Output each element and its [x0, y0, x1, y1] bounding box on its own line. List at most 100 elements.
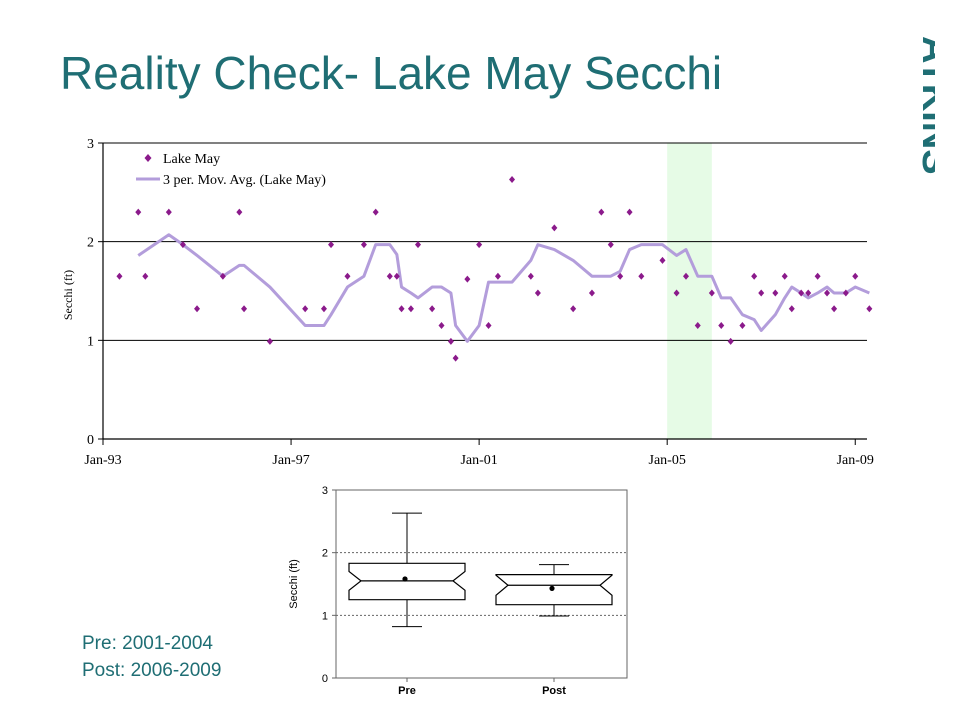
slide-title: Reality Check- Lake May Secchi: [60, 47, 723, 99]
data-point: [527, 272, 534, 280]
box-plot-category-labels: Pre Post: [398, 685, 566, 697]
data-point: [320, 305, 327, 313]
data-point: [739, 322, 746, 330]
data-point: [751, 272, 758, 280]
box-y-tick-label-2: 2: [322, 548, 328, 560]
data-point: [694, 322, 701, 330]
box-plot-frame: [335, 489, 628, 679]
data-point: [398, 305, 405, 313]
data-point: [534, 289, 541, 297]
legend-label-moving-average: 3 per. Mov. Avg. (Lake May): [163, 173, 326, 188]
data-point: [236, 208, 243, 216]
data-point: [781, 272, 788, 280]
data-point: [447, 337, 454, 345]
y-tick-label-3: 3: [87, 137, 94, 152]
data-point: [407, 305, 414, 313]
box-category-label-post: Post: [542, 685, 566, 697]
pre-period-note: Pre: 2001-2004: [82, 633, 213, 654]
data-point: [673, 289, 680, 297]
legend: Lake May 3 per. Mov. Avg. (Lake May): [136, 152, 326, 188]
box-mean-point: [549, 585, 555, 591]
data-point: [718, 322, 725, 330]
data-point: [831, 305, 838, 313]
data-point: [708, 289, 715, 297]
data-point: [476, 241, 483, 249]
y-tick-label-0: 0: [87, 433, 94, 448]
box-plot-y-axis-label: Secchi (ft): [288, 559, 300, 609]
data-point: [194, 305, 201, 313]
data-point: [805, 289, 812, 297]
data-point: [772, 289, 779, 297]
data-point: [372, 208, 379, 216]
box-post: [495, 564, 613, 682]
data-point: [328, 241, 335, 249]
data-point: [494, 272, 501, 280]
data-point: [866, 305, 873, 313]
atkins-logo: ATKINS: [914, 36, 935, 174]
data-point: [142, 272, 149, 280]
data-point: [452, 354, 459, 362]
box-y-tick-label-1: 1: [322, 610, 328, 622]
data-point: [135, 208, 142, 216]
data-point: [386, 272, 393, 280]
moving-average-line: [137, 233, 870, 343]
data-point: [852, 272, 859, 280]
data-point: [179, 241, 186, 249]
data-point: [302, 305, 309, 313]
box-body: [348, 562, 466, 601]
data-point: [659, 256, 666, 264]
x-tick-label-1: Jan-97: [272, 453, 309, 468]
data-point: [551, 224, 558, 232]
data-point: [241, 305, 248, 313]
period-notes: Pre: 2001-2004 Post: 2006-2009: [82, 630, 221, 684]
box-mean-point: [402, 576, 408, 582]
y-gridlines: [98, 142, 867, 440]
data-point: [393, 272, 400, 280]
y-tick-labels: 0 1 2 3: [87, 137, 94, 448]
box-plot-gridlines: [332, 489, 627, 679]
legend-marker-lake-may: [144, 154, 152, 162]
box-plot-boxes: [348, 512, 613, 682]
box-pre: [348, 512, 466, 682]
data-point: [485, 322, 492, 330]
data-point: [570, 305, 577, 313]
box-body: [495, 574, 613, 606]
data-point: [344, 272, 351, 280]
data-point: [266, 337, 273, 345]
data-point: [824, 289, 831, 297]
x-tick-labels: Jan-93 Jan-97 Jan-01 Jan-05 Jan-09: [84, 439, 874, 468]
data-point: [588, 289, 595, 297]
lake-may-points: [116, 176, 873, 362]
data-point: [438, 322, 445, 330]
box-plot-y-tick-labels: 0 1 2 3: [322, 485, 328, 685]
x-tick-label-3: Jan-05: [649, 453, 686, 468]
data-point: [165, 208, 172, 216]
logo-text: ATKINS: [914, 36, 935, 174]
data-point: [219, 272, 226, 280]
data-point: [788, 305, 795, 313]
data-point: [682, 272, 689, 280]
highlight-band: [667, 143, 712, 439]
box-category-label-pre: Pre: [398, 685, 416, 697]
chart-axes: [102, 143, 867, 440]
legend-label-lake-may: Lake May: [163, 152, 220, 167]
data-point: [842, 289, 849, 297]
data-point: [798, 289, 805, 297]
post-period-note: Post: 2006-2009: [82, 660, 222, 681]
data-point: [429, 305, 436, 313]
y-axis-label: Secchi (ft): [61, 270, 75, 320]
data-point: [607, 241, 614, 249]
data-point: [464, 275, 471, 283]
data-point: [598, 208, 605, 216]
x-tick-label-4: Jan-09: [837, 453, 874, 468]
data-point: [415, 241, 422, 249]
data-point: [638, 272, 645, 280]
data-point: [360, 241, 367, 249]
y-tick-label-1: 1: [87, 334, 94, 349]
data-point: [509, 176, 516, 184]
box-y-tick-label-0: 0: [322, 673, 328, 685]
data-point: [814, 272, 821, 280]
data-point: [116, 272, 123, 280]
y-tick-label-2: 2: [87, 236, 94, 251]
